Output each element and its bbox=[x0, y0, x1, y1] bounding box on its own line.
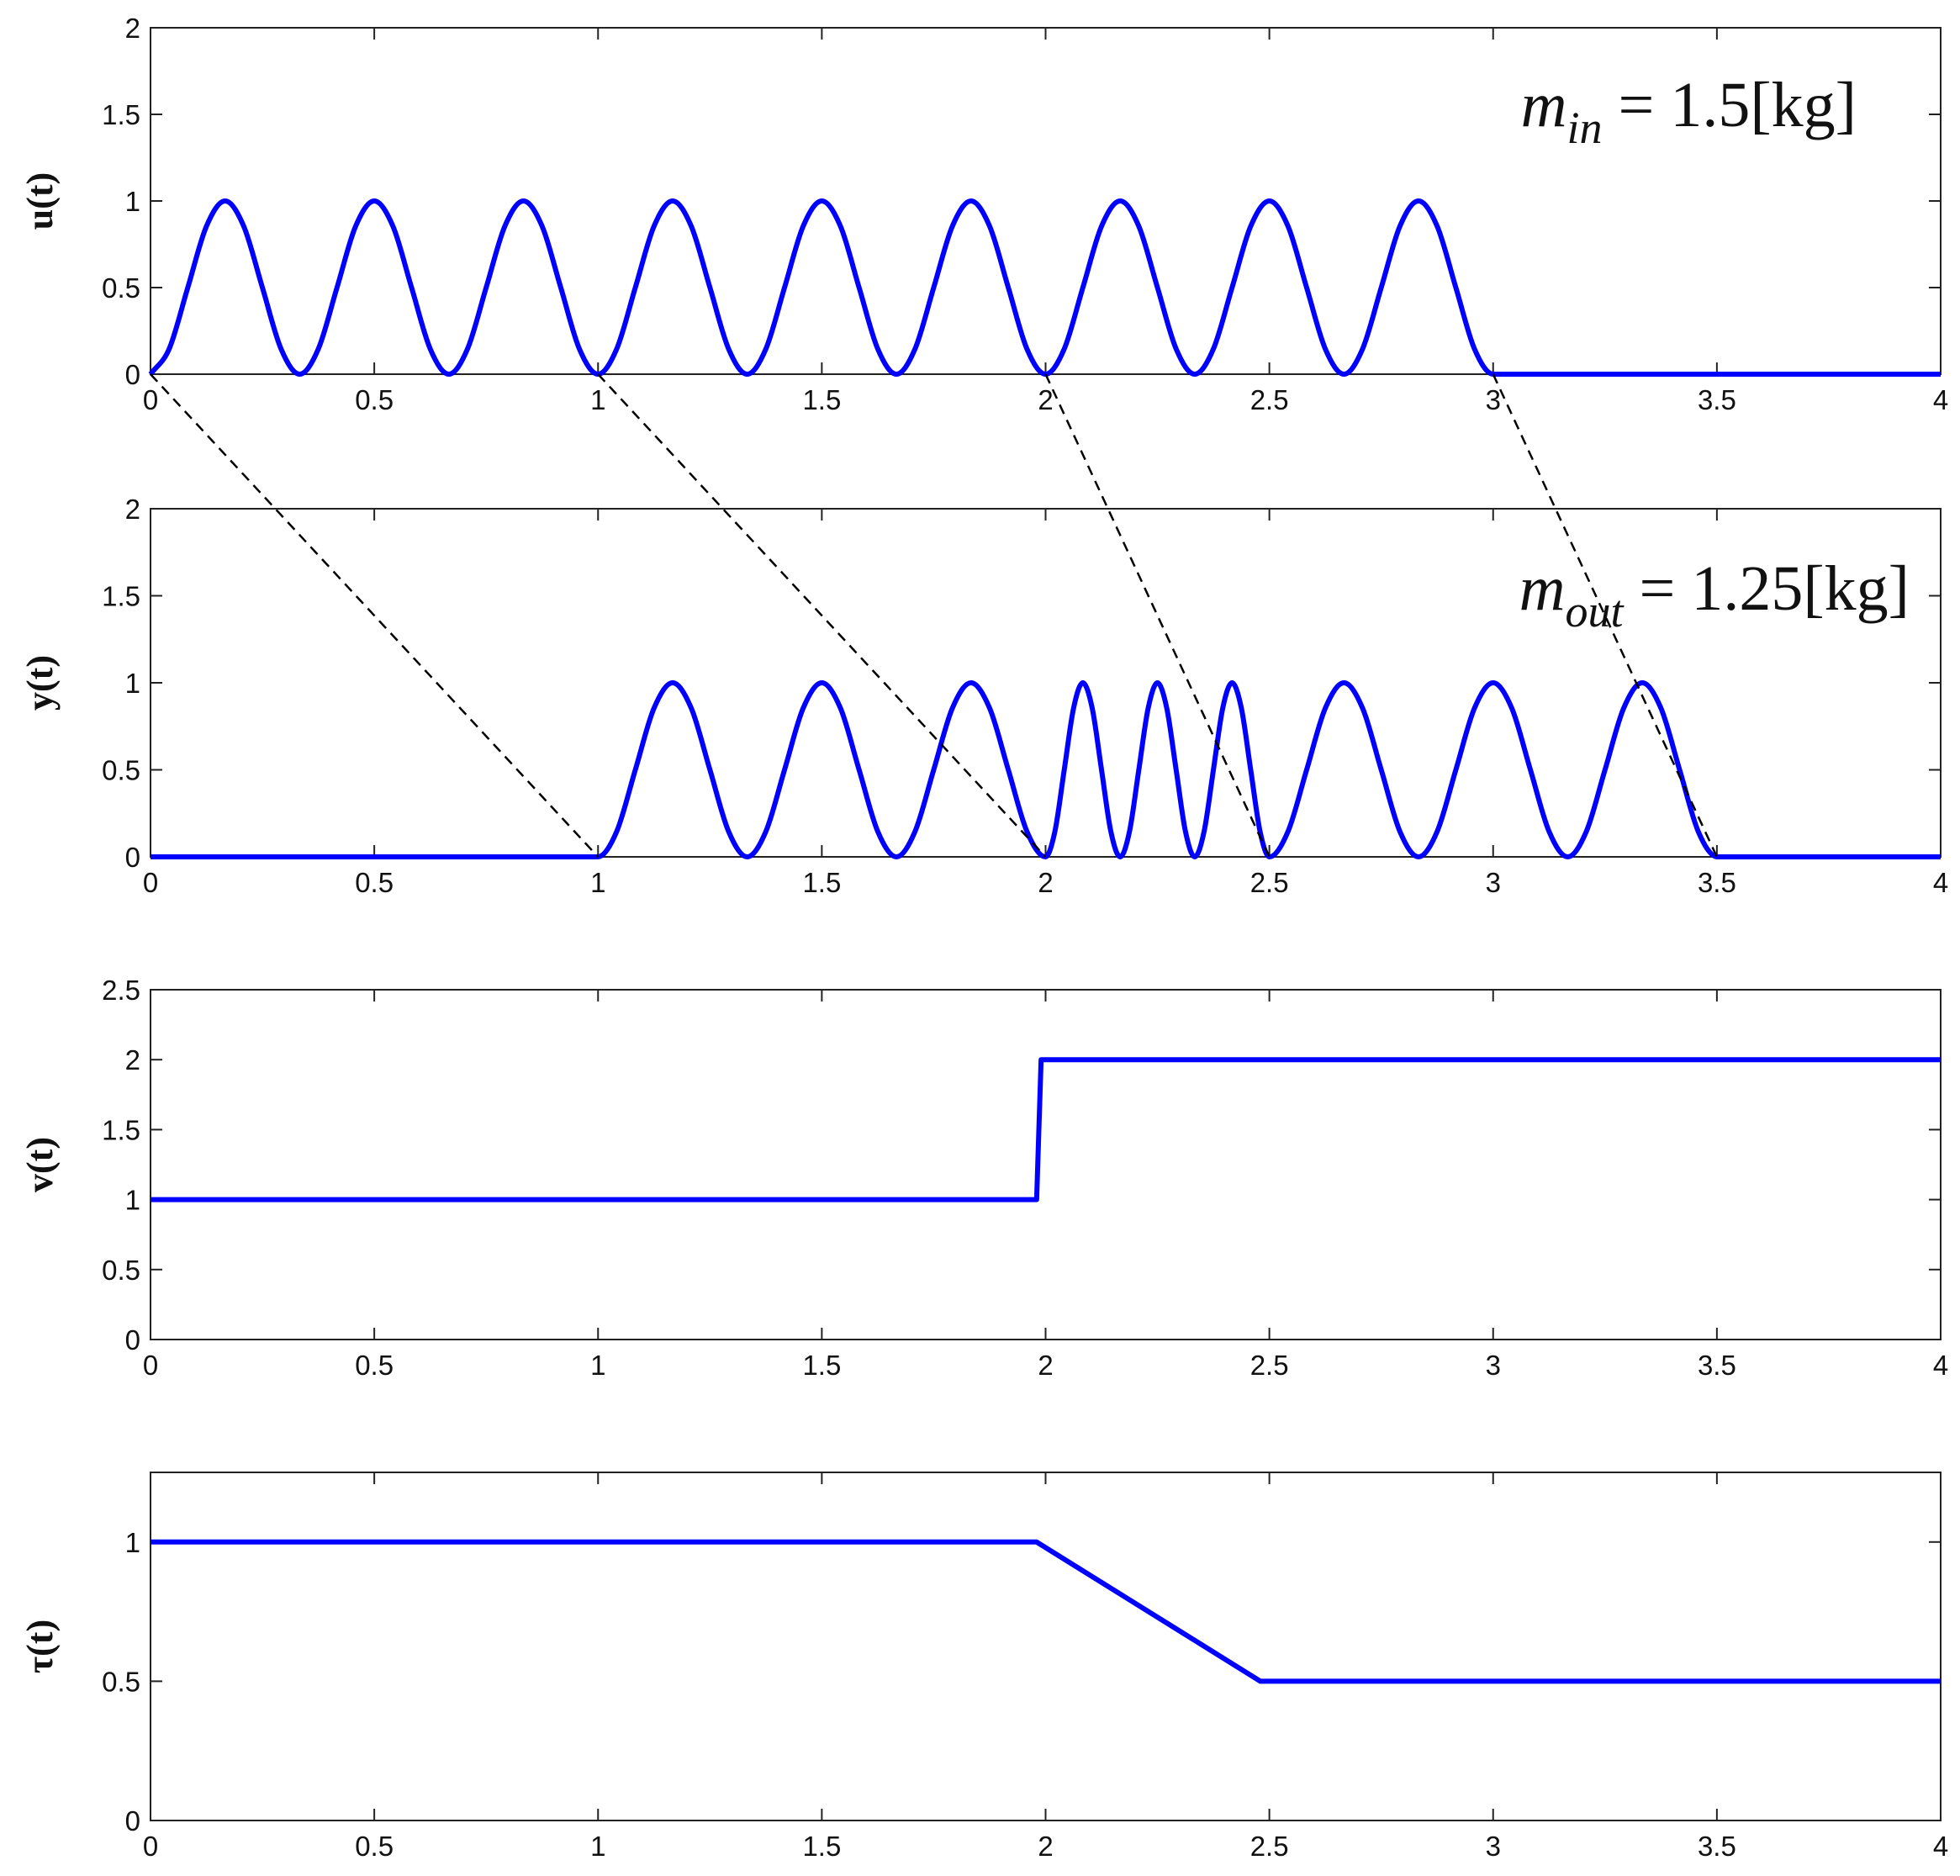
y-tick-label: 1.5 bbox=[102, 1114, 140, 1145]
x-tick-label: 1 bbox=[590, 867, 605, 898]
x-tick-label: 2.5 bbox=[1250, 384, 1289, 415]
annotation-rest: = 1.5[kg] bbox=[1603, 70, 1857, 140]
y-tick-label: 0 bbox=[125, 842, 140, 873]
y-tick-label: 1 bbox=[125, 668, 140, 699]
x-tick-label: 1.5 bbox=[802, 1831, 841, 1862]
x-tick-label: 1 bbox=[590, 1350, 605, 1381]
x-tick-label: 3 bbox=[1486, 1831, 1501, 1862]
y-tick-label: 1 bbox=[125, 186, 140, 217]
data-line bbox=[151, 1539, 1941, 1684]
y-tick-label: 0.5 bbox=[102, 1666, 140, 1697]
annotation-base: m bbox=[1521, 70, 1567, 140]
x-tick-label: 0.5 bbox=[355, 1831, 394, 1862]
y-axis-label: y(t) bbox=[19, 655, 61, 711]
x-tick-label: 0 bbox=[143, 384, 158, 415]
y-tick-label: 1 bbox=[125, 1185, 140, 1216]
x-tick-label: 0.5 bbox=[355, 384, 394, 415]
x-tick-label: 1.5 bbox=[802, 1350, 841, 1381]
y-tick-label: 0 bbox=[125, 1805, 140, 1836]
x-tick-label: 3.5 bbox=[1698, 1350, 1736, 1381]
y-tick-label: 0 bbox=[125, 1324, 140, 1355]
x-tick-label: 4 bbox=[1933, 1350, 1948, 1381]
y-tick-label: 2.5 bbox=[102, 975, 140, 1006]
x-tick-label: 2 bbox=[1038, 867, 1053, 898]
x-tick-label: 1 bbox=[590, 1831, 605, 1862]
y-tick-label: 0 bbox=[125, 359, 140, 390]
delay-line bbox=[1044, 373, 1271, 858]
annotation-rest: = 1.25[kg] bbox=[1624, 553, 1910, 624]
x-tick-label: 3.5 bbox=[1698, 1831, 1736, 1862]
x-tick-label: 2 bbox=[1038, 384, 1053, 415]
x-tick-label: 2.5 bbox=[1250, 867, 1289, 898]
x-tick-label: 4 bbox=[1933, 1831, 1948, 1862]
data-line bbox=[148, 198, 1941, 378]
x-tick-label: 3.5 bbox=[1698, 384, 1736, 415]
y-tick-label: 1.5 bbox=[102, 581, 140, 612]
y-tick-label: 2 bbox=[125, 1044, 140, 1075]
x-tick-label: 0 bbox=[143, 867, 158, 898]
x-tick-label: 1.5 bbox=[802, 384, 841, 415]
delay-line bbox=[597, 373, 1047, 858]
y-tick-label: 1.5 bbox=[102, 99, 140, 130]
annotation: min = 1.5[kg] bbox=[1521, 70, 1857, 153]
y-tick-label: 0.5 bbox=[102, 755, 140, 786]
x-tick-label: 0.5 bbox=[355, 1350, 394, 1381]
delay-line bbox=[150, 373, 600, 858]
data-line bbox=[151, 680, 1941, 860]
x-tick-label: 3 bbox=[1486, 1350, 1501, 1381]
x-tick-label: 3 bbox=[1486, 384, 1501, 415]
x-tick-label: 0.5 bbox=[355, 867, 394, 898]
x-tick-label: 2.5 bbox=[1250, 1350, 1289, 1381]
y-axis-label: v(t) bbox=[19, 1137, 61, 1192]
x-tick-label: 0 bbox=[143, 1831, 158, 1862]
axes-frame bbox=[150, 989, 1942, 1340]
annotation-sub: in bbox=[1567, 103, 1603, 153]
axes-frame bbox=[150, 1472, 1942, 1821]
y-axis-label: τ(t) bbox=[19, 1620, 61, 1673]
y-tick-label: 0.5 bbox=[102, 1255, 140, 1286]
annotation: mout = 1.25[kg] bbox=[1519, 553, 1910, 637]
y-tick-label: 2 bbox=[125, 494, 140, 525]
annotation-base: m bbox=[1519, 553, 1566, 624]
x-tick-label: 2.5 bbox=[1250, 1831, 1289, 1862]
x-tick-label: 2 bbox=[1038, 1350, 1053, 1381]
x-tick-label: 2 bbox=[1038, 1831, 1053, 1862]
y-tick-label: 2 bbox=[125, 13, 140, 44]
y-tick-label: 0.5 bbox=[102, 272, 140, 304]
delay-line bbox=[1492, 373, 1719, 858]
x-tick-label: 3 bbox=[1486, 867, 1501, 898]
x-tick-label: 1.5 bbox=[802, 867, 841, 898]
y-axis-label: u(t) bbox=[19, 172, 61, 230]
x-tick-label: 0 bbox=[143, 1350, 158, 1381]
x-tick-label: 4 bbox=[1933, 867, 1948, 898]
x-tick-label: 3.5 bbox=[1698, 867, 1736, 898]
y-tick-label: 1 bbox=[125, 1527, 140, 1558]
data-line bbox=[151, 1057, 1941, 1202]
x-tick-label: 1 bbox=[590, 384, 605, 415]
x-tick-label: 4 bbox=[1933, 384, 1948, 415]
